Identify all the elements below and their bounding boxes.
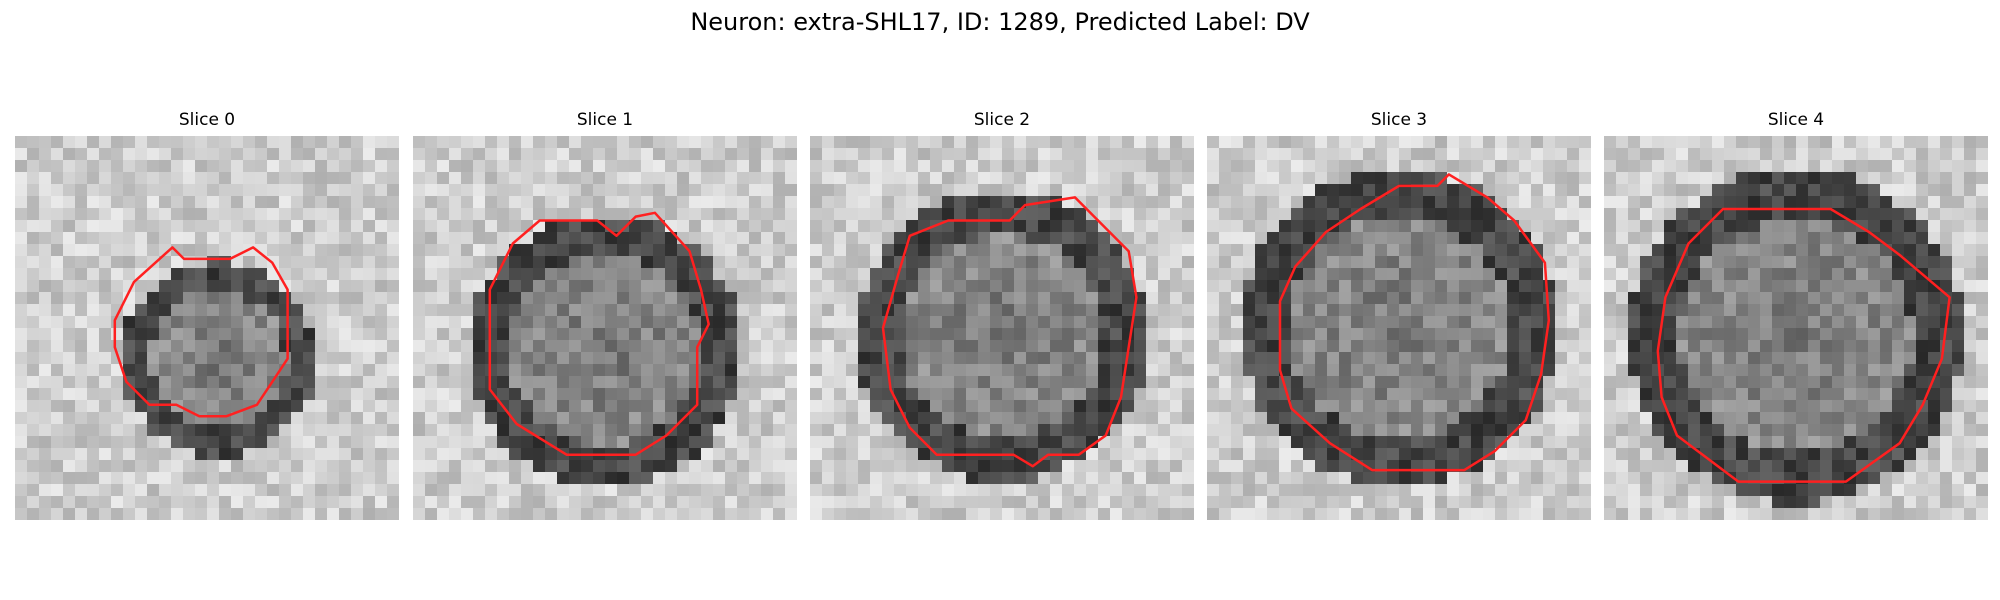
- slice-panel-2: Slice 2: [810, 108, 1194, 520]
- slice-panel-1: Slice 1: [413, 108, 797, 520]
- slice-image-4: [1604, 136, 1988, 520]
- segmentation-contour: [1278, 173, 1551, 472]
- slice-title-0: Slice 0: [178, 110, 236, 130]
- segmentation-contour: [881, 196, 1138, 468]
- pixel-grid: [810, 136, 1194, 520]
- slice-image-3: [1207, 136, 1591, 520]
- slice-title-1: Slice 1: [576, 110, 634, 130]
- slice-title-2: Slice 2: [973, 110, 1031, 130]
- slice-image-1: [413, 136, 797, 520]
- pixel-grid: [413, 136, 797, 520]
- slice-title-4: Slice 4: [1767, 110, 1825, 130]
- pixel-grid: [15, 136, 399, 520]
- slice-panel-0: Slice 0: [15, 108, 399, 520]
- segmentation-contour: [488, 211, 710, 456]
- figure-title: Neuron: extra-SHL17, ID: 1289, Predicted…: [690, 8, 1310, 36]
- slice-panel-4: Slice 4: [1604, 108, 1988, 520]
- slice-image-2: [810, 136, 1194, 520]
- slice-title-3: Slice 3: [1370, 110, 1428, 130]
- slice-image-0: [15, 136, 399, 520]
- pixel-grid: [1207, 136, 1591, 520]
- pixel-grid: [1604, 136, 1988, 520]
- slice-panel-3: Slice 3: [1207, 108, 1591, 520]
- segmentation-contour: [1656, 207, 1951, 483]
- segmentation-contour: [113, 246, 289, 418]
